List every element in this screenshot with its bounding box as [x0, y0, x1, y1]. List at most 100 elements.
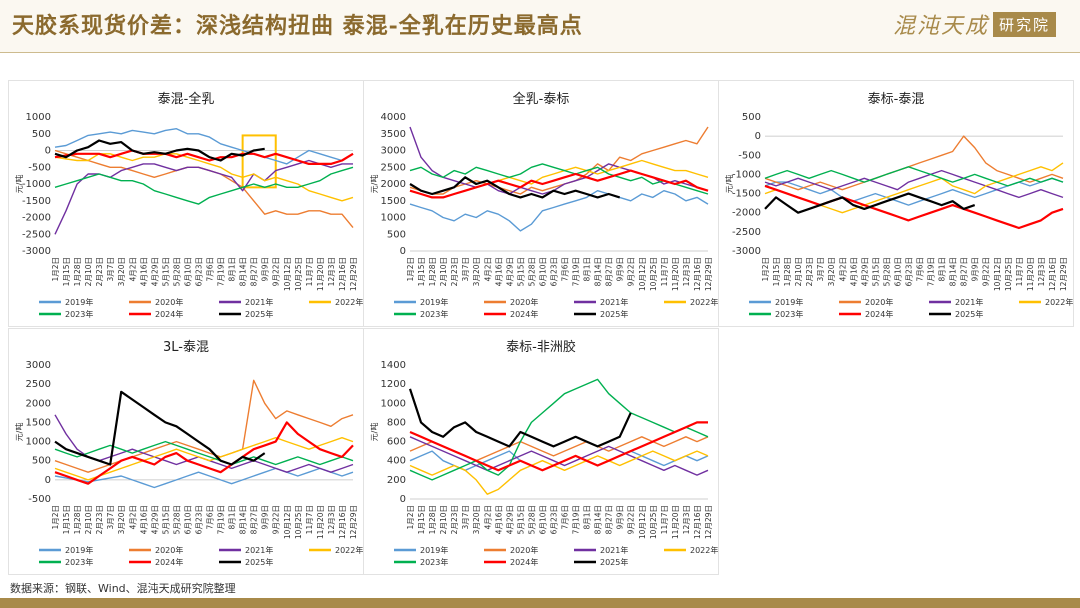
x-tick-label: 11月7日 — [660, 257, 669, 286]
y-axis-label: 元/吨 — [369, 175, 379, 194]
x-tick-label: 12月29日 — [704, 505, 713, 539]
legend-label: 2022年 — [690, 297, 718, 307]
x-tick-label: 12月3日 — [682, 257, 691, 286]
y-tick-label: 400 — [387, 456, 406, 467]
x-tick-label: 12月16日 — [338, 505, 347, 539]
x-tick-label: 10月25日 — [649, 257, 658, 291]
x-tick-label: 8月27日 — [605, 505, 614, 534]
legend-label: 2019年 — [775, 297, 803, 307]
x-tick-label: 6月10日 — [183, 257, 192, 286]
legend-label: 2020年 — [155, 297, 183, 307]
x-tick-label: 11月20日 — [671, 505, 680, 539]
legend-label: 2025年 — [955, 309, 983, 319]
legend-label: 2022年 — [690, 545, 718, 555]
x-tick-label: 1月28日 — [428, 505, 437, 534]
x-tick-label: 4月2日 — [483, 505, 492, 530]
x-tick-label: 1月2日 — [761, 257, 770, 282]
x-tick-label: 12月29日 — [349, 257, 358, 291]
x-tick-label: 9月22日 — [272, 257, 281, 286]
y-tick-label: 0 — [45, 146, 51, 157]
y-tick-label: -1500 — [22, 196, 51, 207]
header-band — [0, 0, 1080, 52]
x-tick-label: 3月20日 — [117, 257, 126, 286]
x-tick-label: 6月10日 — [183, 505, 192, 534]
x-tick-label: 11月7日 — [660, 505, 669, 534]
x-tick-label: 1月15日 — [62, 505, 71, 534]
x-tick-label: 8月27日 — [605, 257, 614, 286]
x-tick-label: 12月3日 — [682, 505, 691, 534]
series-line-2020年 — [54, 379, 354, 473]
y-axis-label: 元/吨 — [724, 175, 734, 194]
series-line-2023年 — [409, 378, 709, 481]
series-line-2021年 — [764, 169, 1064, 199]
x-tick-label: 5月15日 — [871, 257, 880, 286]
x-tick-label: 4月2日 — [838, 257, 847, 282]
x-tick-label: 4月29日 — [505, 505, 514, 534]
y-tick-label: 1400 — [381, 360, 406, 371]
x-tick-label: 5月15日 — [161, 257, 170, 286]
y-tick-label: 500 — [742, 112, 761, 123]
y-tick-label: 1000 — [381, 213, 406, 224]
x-tick-label: 10月25日 — [294, 257, 303, 291]
x-tick-label: 5月15日 — [161, 505, 170, 534]
x-tick-label: 8月14日 — [949, 257, 958, 286]
y-tick-label: 500 — [387, 229, 406, 240]
x-tick-label: 6月10日 — [893, 257, 902, 286]
y-tick-label: 3000 — [381, 146, 406, 157]
y-tick-label: 1000 — [26, 437, 51, 448]
legend-label: 2019年 — [65, 545, 93, 555]
series-line-2024年 — [764, 184, 1064, 230]
y-tick-label: -1000 — [22, 179, 51, 190]
x-tick-label: 8月27日 — [960, 257, 969, 286]
x-tick-label: 9月9日 — [261, 257, 270, 282]
x-tick-label: 10月12日 — [283, 257, 292, 291]
x-tick-label: 11月20日 — [316, 505, 325, 539]
series-line-2019年 — [409, 190, 709, 232]
x-tick-label: 3月7日 — [461, 257, 470, 282]
x-tick-label: 8月14日 — [594, 257, 603, 286]
series-line-2024年 — [54, 149, 354, 165]
y-tick-label: -2500 — [22, 229, 51, 240]
chart-1: 泰混-全乳 1000 500 0 -500 -1000 -1500 -2000 -2500 -30… — [14, 91, 363, 319]
legend-label: 2023年 — [420, 309, 448, 319]
chart-panel-1: 泰混-全乳 1000 500 0 -500 -1000 -1500 -2000 -2500 -30… — [8, 80, 364, 327]
y-tick-label: 0 — [45, 475, 51, 486]
x-tick-label: 11月20日 — [1026, 257, 1035, 291]
x-tick-label: 9月22日 — [982, 257, 991, 286]
legend-label: 2022年 — [335, 297, 363, 307]
x-tick-label: 8月27日 — [250, 257, 259, 286]
logo-tag-text: 研究院 — [992, 11, 1056, 37]
x-tick-label: 5月28日 — [172, 505, 181, 534]
x-tick-label: 1月2日 — [51, 257, 60, 282]
series-line-2025年 — [54, 390, 266, 466]
x-tick-label: 4月2日 — [128, 505, 137, 530]
brand-logo: 混沌天成 研究院 — [893, 8, 1056, 40]
x-tick-label: 4月16日 — [849, 257, 858, 286]
y-tick-label: 2000 — [26, 398, 51, 409]
series-line-2022年 — [764, 162, 1064, 214]
chart-title: 3L-泰混 — [163, 340, 209, 355]
x-tick-label: 8月1日 — [938, 257, 947, 282]
chart-title: 泰标-非洲胶 — [506, 339, 576, 355]
x-tick-label: 2月10日 — [439, 257, 448, 286]
x-tick-label: 6月23日 — [549, 257, 558, 286]
x-tick-label: 10月12日 — [283, 505, 292, 539]
series-line-2023年 — [54, 166, 354, 205]
x-tick-label: 3月7日 — [461, 505, 470, 530]
y-tick-label: 1000 — [381, 398, 406, 409]
x-tick-label: 1月28日 — [783, 257, 792, 286]
y-axis-label: 元/吨 — [14, 423, 24, 442]
x-tick-label: 4月29日 — [150, 505, 159, 534]
x-tick-label: 10月12日 — [993, 257, 1002, 291]
x-tick-label: 4月16日 — [494, 257, 503, 286]
x-tick-label: 2月23日 — [95, 505, 104, 534]
series-line-2022年 — [54, 437, 354, 481]
legend-label: 2024年 — [510, 557, 538, 567]
x-tick-label: 3月20日 — [472, 505, 481, 534]
x-tick-label: 4月16日 — [139, 505, 148, 534]
x-tick-label: 4月2日 — [483, 257, 492, 282]
x-tick-label: 1月15日 — [62, 257, 71, 286]
y-tick-label: 0 — [400, 494, 406, 505]
legend-label: 2021年 — [245, 297, 273, 307]
x-tick-label: 6月23日 — [549, 505, 558, 534]
